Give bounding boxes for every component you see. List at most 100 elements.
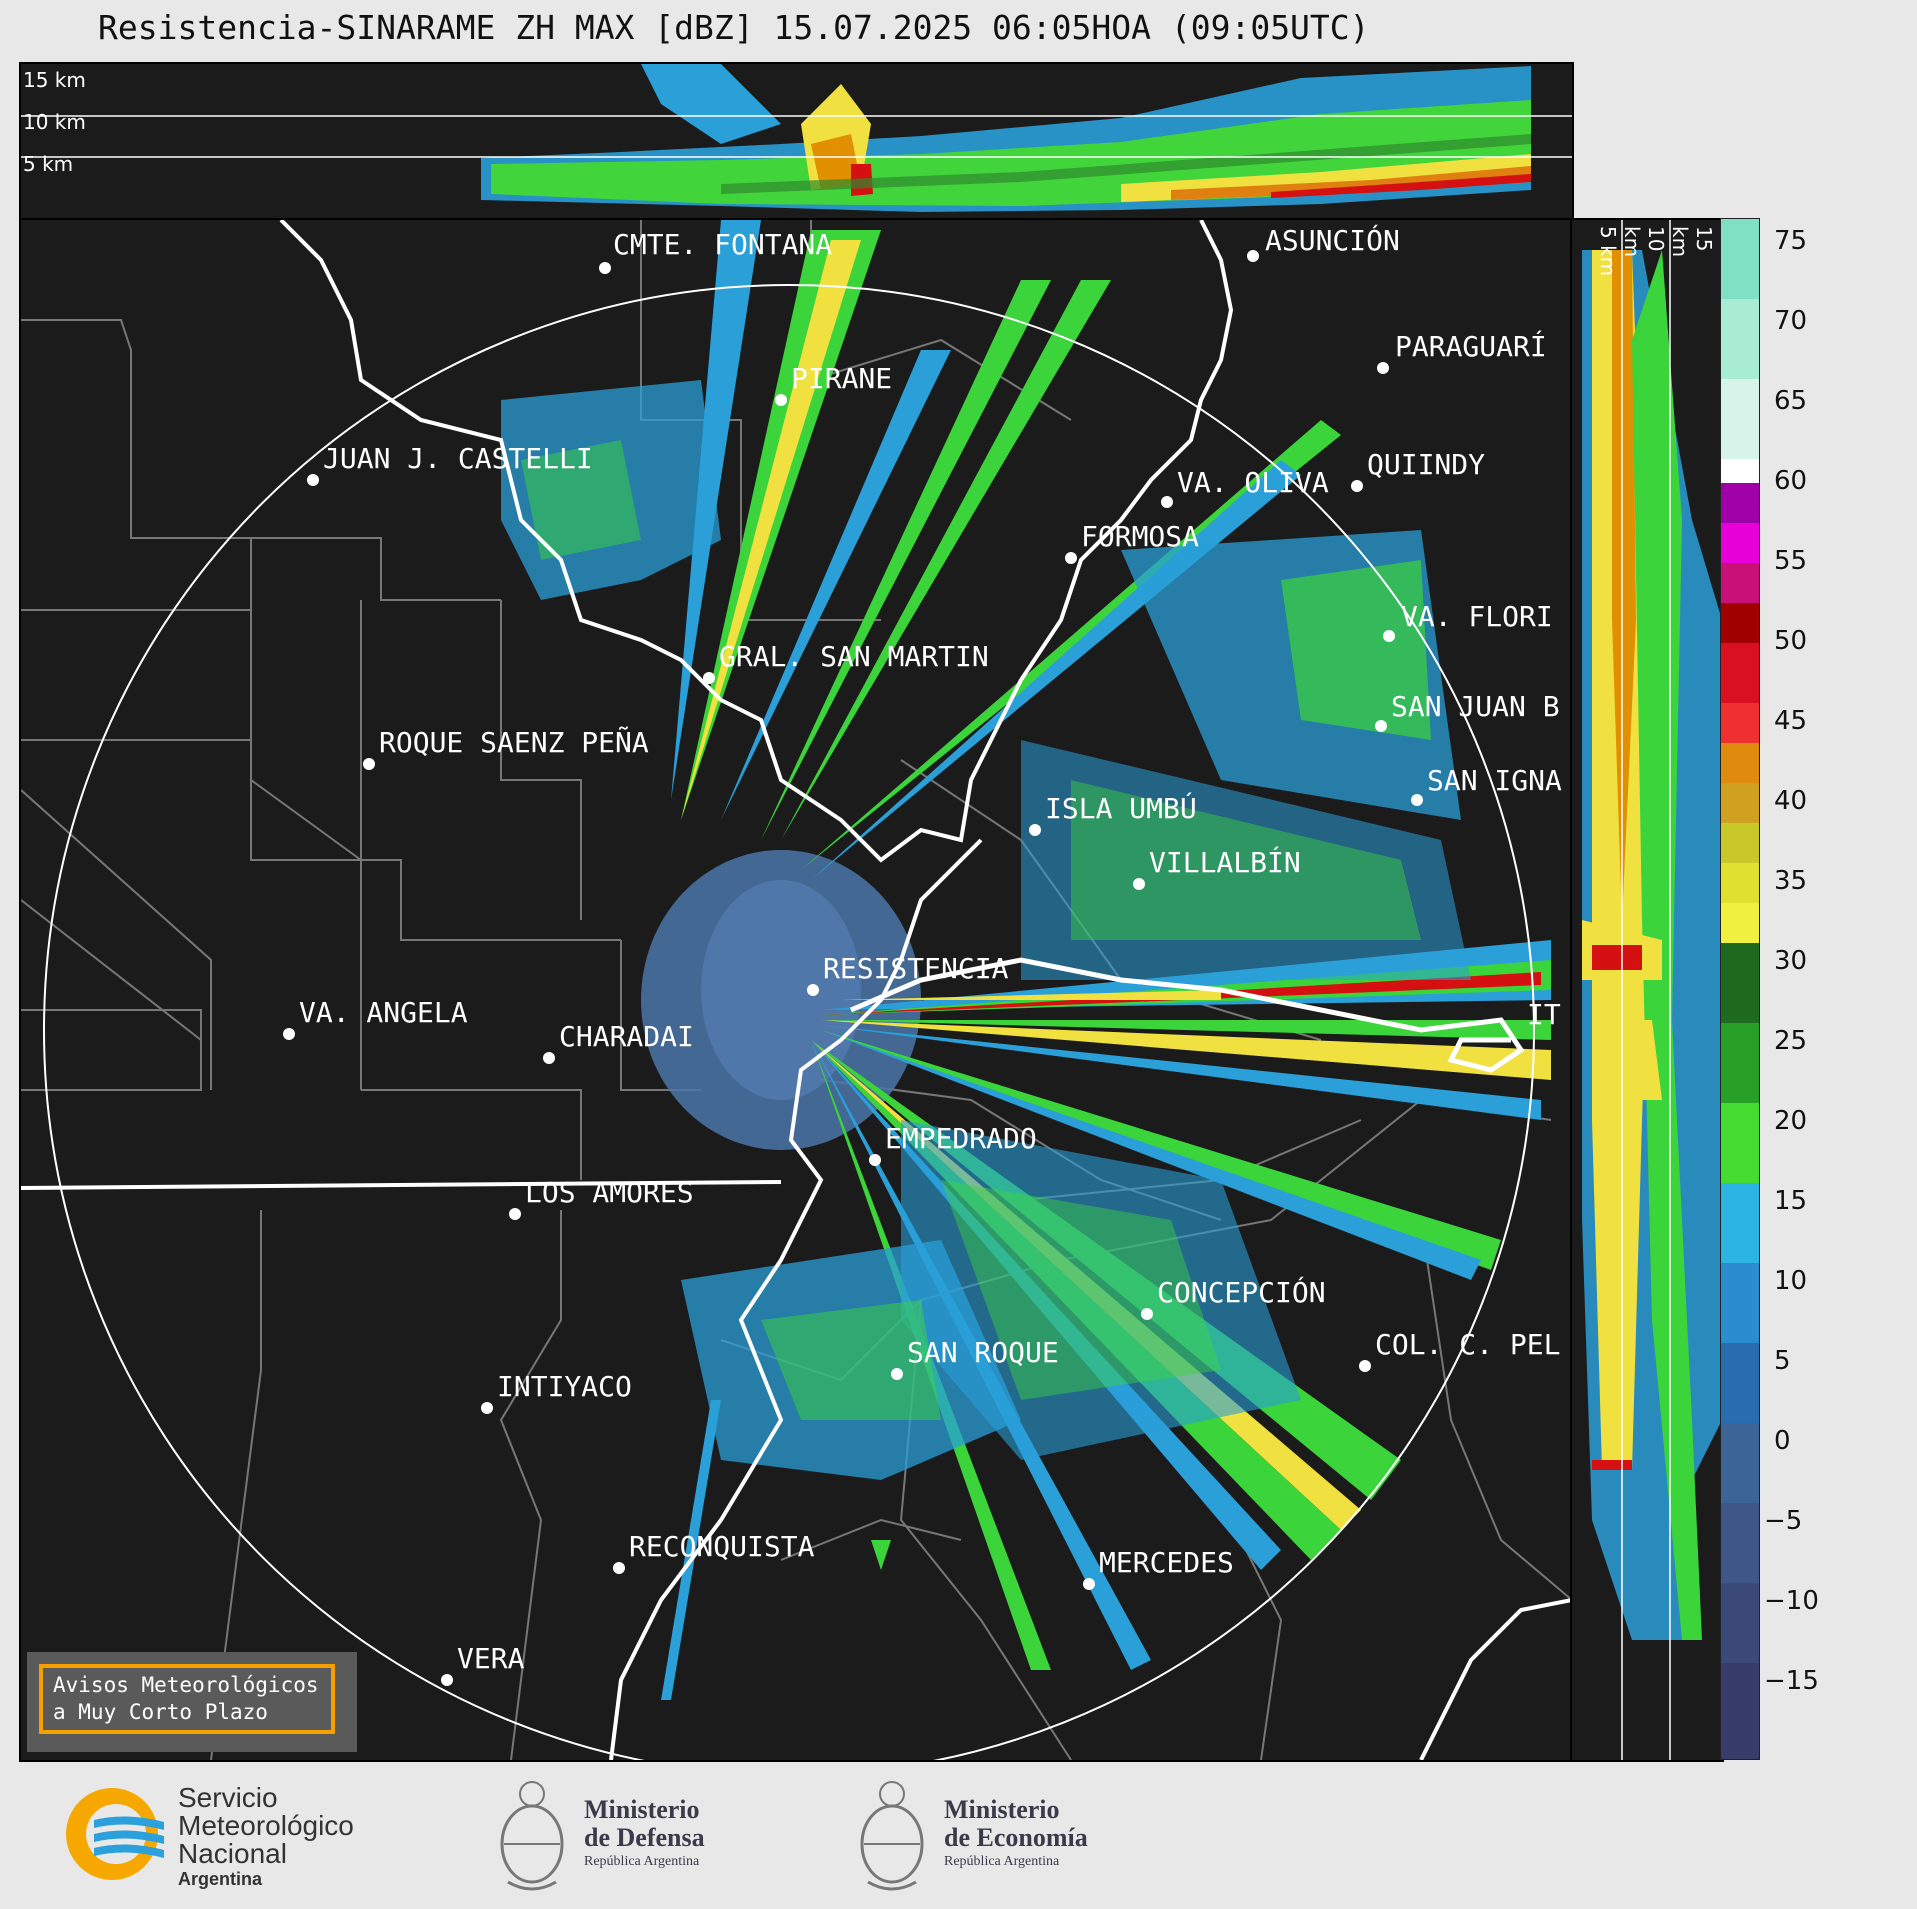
city-dot — [509, 1208, 521, 1220]
city-label-juan-j-castelli: JUAN J. CASTELLI — [323, 442, 593, 475]
city-dot — [1359, 1360, 1371, 1372]
colorbar-tick: 60 — [1774, 466, 1808, 496]
smn-line-2: Meteorológico — [178, 1810, 354, 1841]
side-cross-section-panel: 5 km 10 km 15 km — [1570, 218, 1724, 1762]
coat-of-arms-icon — [500, 1781, 564, 1891]
smn-name: Servicio Meteorológico Nacional Argentin… — [178, 1784, 354, 1890]
colorbar-tick: 30 — [1774, 946, 1808, 976]
city-dot — [1083, 1578, 1095, 1590]
city-dot — [1383, 630, 1395, 642]
city-label-san-igna: SAN IGNA — [1427, 764, 1562, 797]
defensa-line-2: de Defensa — [584, 1823, 705, 1852]
city-dot — [1351, 480, 1363, 492]
top-height-label-15: 15 km — [23, 68, 86, 92]
rivers-and-borders — [21, 220, 1572, 1760]
colorbar-tick: 75 — [1774, 226, 1808, 256]
colorbar-tick: 65 — [1774, 386, 1808, 416]
defensa-line-1: Ministerio — [584, 1795, 700, 1824]
city-dot — [891, 1368, 903, 1380]
colorbar-tick: 70 — [1774, 306, 1808, 336]
city-label-resistencia: RESISTENCIA — [823, 952, 1009, 985]
colorbar-tick: 45 — [1774, 706, 1808, 736]
defensa-line-3: República Argentina — [584, 1854, 700, 1869]
range-ring — [43, 284, 1535, 1760]
aviso-frame: Avisos Meteorológicos a Muy Corto Plazo — [39, 1664, 335, 1734]
city-label-charadai: CHARADAI — [559, 1020, 694, 1053]
city-dot — [1133, 878, 1145, 890]
city-dot — [703, 672, 715, 684]
dbz-colorbar — [1720, 218, 1760, 1760]
city-label-col-c-pel: COL. C. PEL — [1375, 1328, 1561, 1361]
city-label-formosa: FORMOSA — [1081, 520, 1200, 553]
side-height-label-5: 5 km — [1596, 226, 1620, 277]
top-height-label-10: 10 km — [23, 110, 86, 134]
city-label-va-angela: VA. ANGELA — [299, 996, 468, 1029]
smn-line-4: Argentina — [178, 1869, 263, 1889]
city-label-va-oliva: VA. OLIVA — [1177, 466, 1329, 499]
city-label-san-roque: SAN ROQUE — [907, 1336, 1059, 1369]
city-dot — [481, 1402, 493, 1414]
city-label-los-amores: LOS AMORES — [525, 1176, 694, 1209]
side-height-label-15: 15 km — [1668, 226, 1716, 258]
radar-map-panel: CMTE. FONTANA ASUNCIÓN PARAGUARÍ PIRANE … — [19, 218, 1574, 1762]
city-dot — [1029, 824, 1041, 836]
city-label-villalbin: VILLALBÍN — [1149, 846, 1301, 879]
economia-line-1: Ministerio — [944, 1795, 1060, 1824]
city-dot — [869, 1154, 881, 1166]
city-label-paraguari: PARAGUARÍ — [1395, 330, 1547, 363]
colorbar-tick: 55 — [1774, 546, 1808, 576]
colorbar-tick: 0 — [1774, 1426, 1791, 1456]
economia-line-3: República Argentina — [944, 1854, 1060, 1869]
city-dot — [1375, 720, 1387, 732]
city-dot — [363, 758, 375, 770]
city-label-isla-umbu: ISLA UMBÚ — [1045, 792, 1197, 825]
city-dot — [441, 1674, 453, 1686]
smn-line-3: Nacional — [178, 1838, 287, 1869]
colorbar-tick: −10 — [1764, 1586, 1819, 1616]
colorbar-swatches — [1721, 219, 1759, 1759]
radar-echoes — [501, 220, 1551, 1700]
side-height-label-10: 10 km — [1620, 226, 1668, 258]
city-dot — [1065, 552, 1077, 564]
city-dot — [613, 1562, 625, 1574]
colorbar-tick: −5 — [1764, 1506, 1803, 1536]
aviso-line-1: Avisos Meteorológicos — [53, 1673, 319, 1697]
coat-of-arms-icon — [860, 1781, 924, 1891]
city-label-mercedes: MERCEDES — [1099, 1546, 1234, 1579]
city-label-it: IT — [1527, 998, 1561, 1031]
city-label-cmte-fontana: CMTE. FONTANA — [613, 228, 833, 261]
city-label-roque-saenz-pena: ROQUE SAENZ PEÑA — [379, 726, 649, 759]
colorbar-tick: −15 — [1764, 1666, 1819, 1696]
colorbar-tick: 50 — [1774, 626, 1808, 656]
city-label-concepcion: CONCEPCIÓN — [1157, 1276, 1326, 1309]
city-dot — [775, 394, 787, 406]
city-label-reconquista: RECONQUISTA — [629, 1530, 815, 1563]
aviso-box: Avisos Meteorológicos a Muy Corto Plazo — [27, 1652, 357, 1752]
top-cross-section-panel: 15 km 10 km 5 km — [19, 62, 1574, 220]
city-dot — [1377, 362, 1389, 374]
colorbar-tick: 15 — [1774, 1186, 1808, 1216]
city-dot — [1411, 794, 1423, 806]
city-dot — [599, 262, 611, 274]
city-label-vera: VERA — [457, 1642, 525, 1675]
side-cross-section-plot — [1582, 220, 1722, 1760]
colorbar-tick: 20 — [1774, 1106, 1808, 1136]
top-cross-section-plot — [21, 64, 1572, 212]
economia-line-2: de Economía — [944, 1823, 1088, 1852]
city-label-gral-san-martin: GRAL. SAN MARTIN — [719, 640, 989, 673]
colorbar-tick: 10 — [1774, 1266, 1808, 1296]
city-dot — [307, 474, 319, 486]
city-label-intiyaco: INTIYACO — [497, 1370, 632, 1403]
city-dot — [1247, 250, 1259, 262]
radar-map-plot — [21, 220, 1572, 1760]
city-dot-radar — [807, 984, 819, 996]
colorbar-tick: 25 — [1774, 1026, 1808, 1056]
city-label-quiindy: QUIINDY — [1367, 448, 1486, 481]
colorbar-tick: 40 — [1774, 786, 1808, 816]
defensa-name: Ministerio de Defensa República Argentin… — [584, 1796, 705, 1872]
footer-logos: Servicio Meteorológico Nacional Argentin… — [0, 1762, 1917, 1909]
colorbar-tick: 35 — [1774, 866, 1808, 896]
city-label-empedrado: EMPEDRADO — [885, 1122, 1037, 1155]
smn-logo-icon — [66, 1788, 164, 1880]
top-height-label-5: 5 km — [23, 152, 74, 176]
